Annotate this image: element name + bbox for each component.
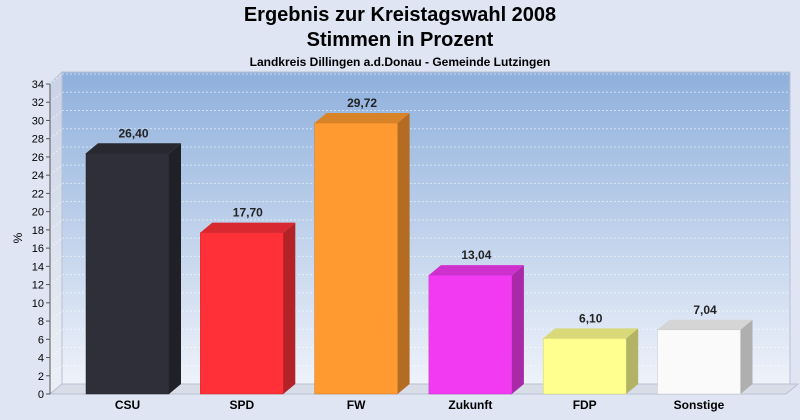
bar-side	[397, 113, 410, 394]
y-tick-label: 26	[32, 152, 44, 164]
y-tick-label: 24	[32, 170, 44, 182]
x-tick-label: SPD	[229, 398, 254, 412]
y-tick-label: 2	[38, 371, 44, 383]
grid-line-wall	[49, 73, 63, 85]
x-tick-label: Sonstige	[674, 398, 725, 412]
bar-front	[428, 274, 513, 395]
data-label: 13,04	[461, 248, 491, 262]
grid-line-wall	[49, 328, 63, 340]
y-tick-label: 14	[32, 261, 44, 273]
grid-line-wall	[49, 110, 63, 121]
bar-top	[314, 113, 410, 124]
grid-line-wall	[49, 219, 63, 231]
bar-zukunft	[428, 265, 524, 395]
grid-line-wall	[49, 183, 63, 194]
bar-top	[200, 222, 296, 233]
x-tick-label: CSU	[115, 398, 140, 412]
data-label: 17,70	[233, 206, 263, 220]
chart-subtitle: Stimmen in Prozent	[306, 29, 494, 51]
y-tick-label: 16	[32, 243, 44, 255]
bar-top	[543, 328, 639, 339]
grid-line-wall	[49, 255, 63, 267]
y-tick-label: 0	[38, 389, 44, 401]
grid-line-wall	[49, 146, 63, 158]
plot-left-wall	[49, 70, 63, 396]
y-tick-label: 12	[32, 280, 44, 292]
y-tick-label: 6	[38, 334, 44, 346]
grid-line-wall	[49, 292, 63, 304]
bar-csu	[85, 143, 181, 395]
bar-spd	[200, 222, 296, 395]
bar-fw	[314, 113, 410, 395]
bar-side	[169, 143, 181, 394]
bar-fdp	[542, 328, 639, 395]
data-label: 29,72	[347, 96, 377, 110]
grid-line-wall	[49, 237, 63, 249]
y-tick-label: 18	[32, 225, 44, 237]
bar-sonstige	[657, 319, 753, 395]
data-label: 7,04	[693, 303, 717, 317]
bar-front	[200, 232, 284, 395]
grid-line-wall	[49, 347, 63, 358]
bar-front	[657, 329, 741, 395]
grid-line-wall	[49, 274, 63, 285]
bar-top	[657, 319, 753, 330]
grid-line-wall	[49, 310, 63, 322]
bar-side	[740, 319, 753, 394]
x-tick-label: Zukunft	[448, 398, 492, 412]
x-tick-label: FW	[347, 398, 366, 412]
bar-side	[283, 222, 296, 394]
x-tick-label: FDP	[573, 398, 597, 412]
grid-line-wall	[49, 201, 63, 213]
chart-title: Ergebnis zur Kreistagswahl 2008	[243, 4, 557, 26]
bar-front	[314, 122, 398, 395]
chart-caption: Landkreis Dillingen a.d.Donau - Gemeinde…	[249, 55, 551, 69]
bar-side	[626, 328, 639, 394]
y-axis-label: %	[11, 232, 25, 243]
y-tick-label: 30	[32, 115, 44, 127]
bar-front	[542, 338, 627, 395]
y-tick-label: 10	[32, 298, 44, 310]
bar-front	[85, 153, 170, 395]
y-tick-label: 8	[38, 316, 44, 328]
y-tick-label: 34	[32, 79, 44, 91]
y-tick-label: 4	[38, 353, 44, 365]
data-label: 6,10	[579, 311, 603, 325]
y-tick-label: 20	[32, 207, 44, 219]
bar-top	[428, 265, 524, 276]
data-label: 26,40	[118, 126, 148, 140]
bar-side	[511, 265, 524, 394]
y-tick-label: 22	[32, 188, 44, 200]
grid-line-wall	[49, 91, 63, 103]
grid-line-wall	[49, 365, 63, 377]
bar-top	[86, 143, 181, 154]
grid-line-wall	[49, 164, 63, 176]
y-tick-label: 28	[32, 134, 44, 146]
y-tick-label: 32	[32, 97, 44, 109]
grid-line-wall	[49, 128, 63, 140]
